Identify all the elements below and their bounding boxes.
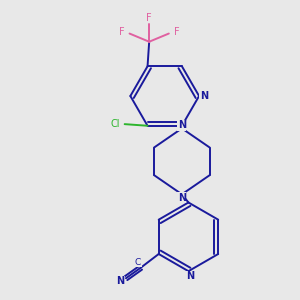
Text: N: N — [186, 271, 194, 281]
Text: N: N — [178, 120, 186, 130]
Text: N: N — [178, 193, 186, 202]
Text: Cl: Cl — [111, 119, 120, 129]
Text: N: N — [116, 277, 124, 286]
Text: F: F — [146, 13, 152, 23]
Text: F: F — [174, 27, 180, 37]
Text: F: F — [118, 27, 124, 37]
Text: N: N — [200, 91, 208, 101]
Text: C: C — [135, 258, 141, 267]
